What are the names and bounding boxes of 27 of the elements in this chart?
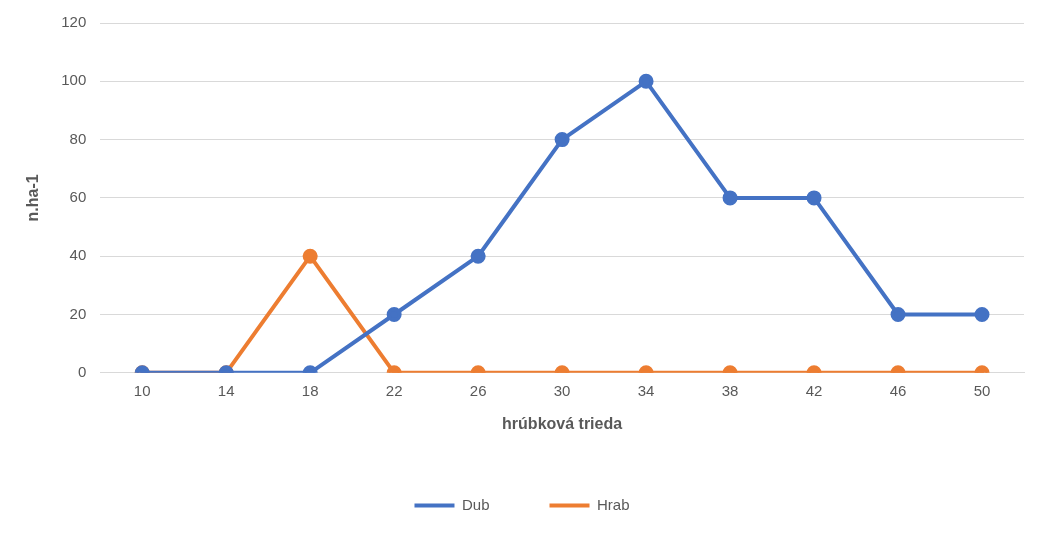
y-axis-title: n.ha-1 [24, 174, 42, 222]
legend-label: Hrab [597, 495, 630, 513]
point [722, 190, 738, 206]
y-tick-label: 0 [77, 362, 87, 380]
x-tick-label: 38 [721, 381, 739, 399]
x-tick-label: 22 [385, 381, 403, 399]
x-tick-label: 14 [217, 381, 235, 399]
x-tick-label: 10 [133, 381, 151, 399]
x-tick-label: 34 [637, 381, 655, 399]
point [806, 190, 822, 206]
x-tick-label: 50 [973, 381, 991, 399]
x-tick-label: 46 [889, 381, 907, 399]
legend-label: Dub [461, 495, 490, 513]
point [302, 248, 318, 264]
y-tick-label: 60 [69, 188, 87, 206]
x-tick-label: 42 [805, 381, 823, 399]
x-tick-label: 30 [553, 381, 571, 399]
point [470, 248, 486, 264]
x-tick-label: 26 [469, 381, 487, 399]
x-tick-label: 18 [301, 381, 319, 399]
y-tick-label: 80 [69, 129, 87, 147]
y-tick-label: 100 [61, 71, 87, 89]
y-tick-label: 120 [61, 13, 87, 31]
y-tick-label: 20 [69, 304, 87, 322]
point [554, 132, 570, 148]
x-axis-title: hrúbková trieda [502, 414, 623, 432]
y-tick-label: 40 [69, 246, 87, 264]
